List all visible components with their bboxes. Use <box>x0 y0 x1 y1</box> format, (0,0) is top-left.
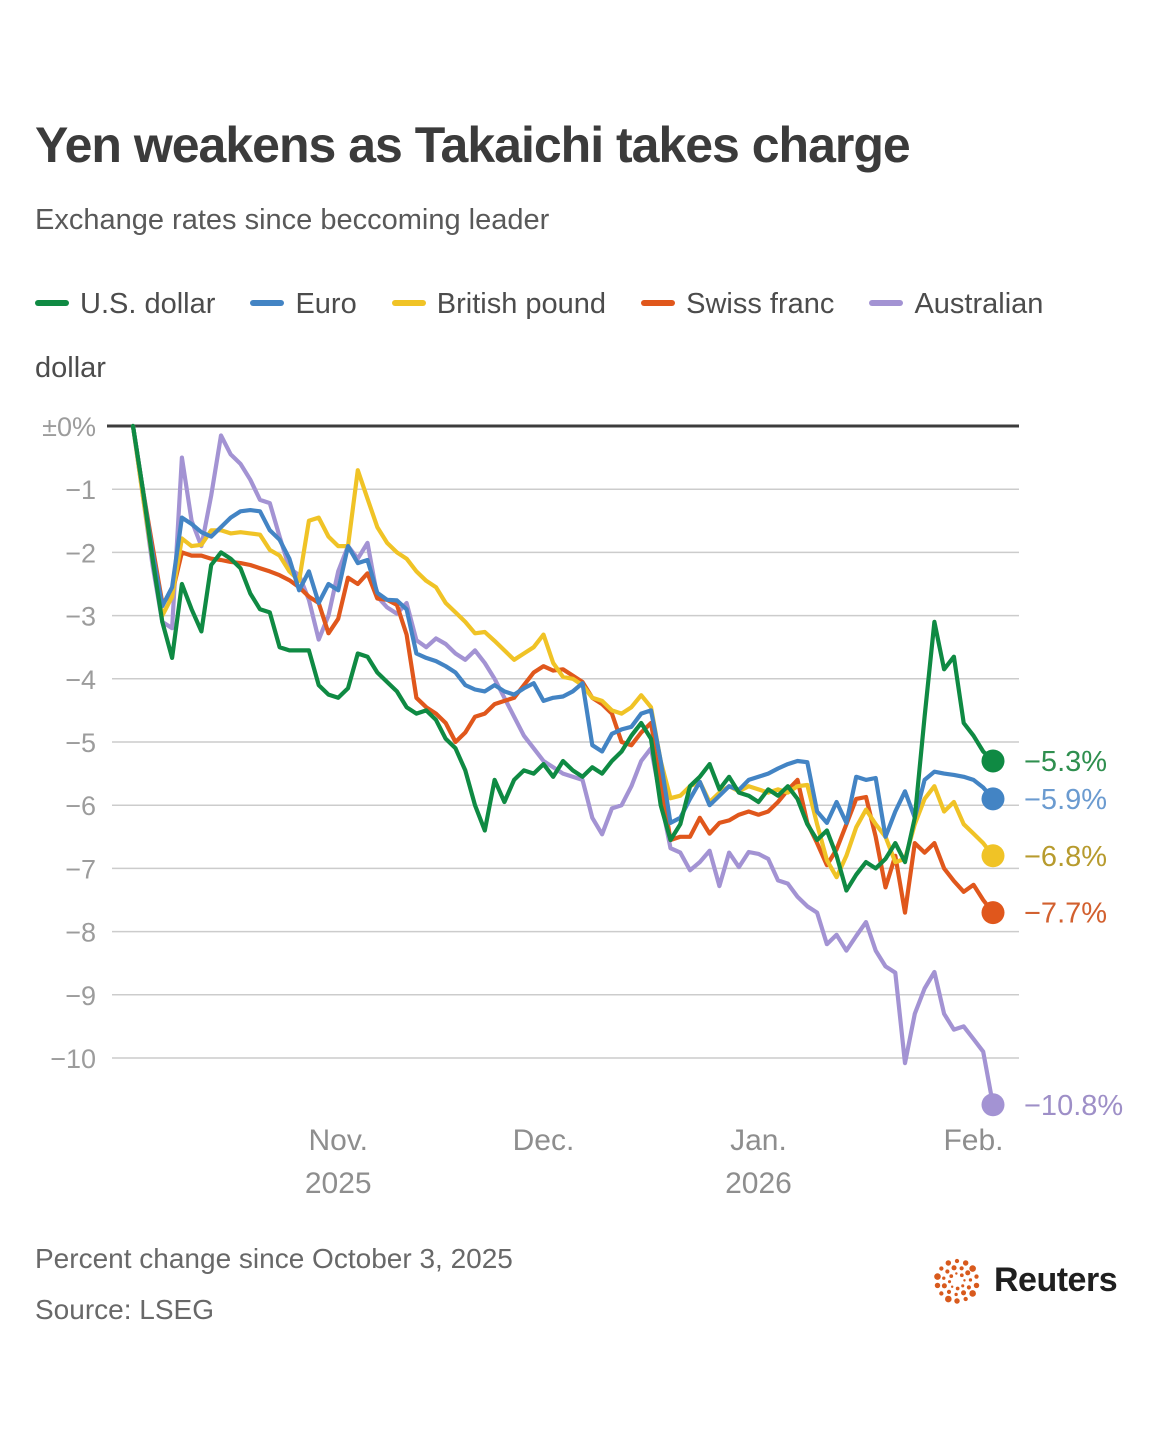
reuters-logo-icon <box>934 1258 980 1304</box>
y-axis-tick-label: −3 <box>65 602 96 632</box>
logo-dot <box>959 1266 964 1271</box>
logo-dot <box>961 1290 967 1296</box>
y-axis-tick-label: −4 <box>65 665 96 695</box>
series-endpoint-u-s-dollar <box>981 749 1005 773</box>
logo-dot <box>974 1274 979 1279</box>
logo-dot <box>959 1273 964 1278</box>
series-end-label-u-s-dollar: −5.3% <box>1024 746 1107 778</box>
logo-dot <box>963 1296 968 1302</box>
logo-dot <box>945 1260 952 1266</box>
y-axis-tick-label: −10 <box>50 1044 96 1074</box>
logo-dot <box>962 1260 969 1266</box>
legend-swatch-icon <box>869 300 904 307</box>
chart-legend: U.S. dollar Euro British pound Swiss fra… <box>35 272 1127 400</box>
series-end-label-euro: −5.9% <box>1024 784 1107 816</box>
logo-dot <box>945 1269 950 1274</box>
logo-dot <box>965 1270 971 1276</box>
y-axis-tick-label: −5 <box>65 728 96 758</box>
x-axis-tick-label: Dec. <box>513 1124 575 1157</box>
logo-dot <box>950 1285 954 1288</box>
logo-dot <box>955 1272 958 1275</box>
logo-dot <box>947 1280 952 1284</box>
reuters-brand: Reuters <box>928 1252 1138 1314</box>
chart-note: Percent change since October 3, 2025 <box>35 1243 513 1274</box>
legend-swatch-icon <box>35 300 69 307</box>
logo-dot <box>955 1286 960 1291</box>
logo-dot <box>968 1278 973 1282</box>
legend-swatch-icon <box>391 300 426 307</box>
x-axis-year-label: 2025 <box>305 1167 372 1200</box>
logo-dot <box>961 1284 965 1288</box>
logo-dot <box>934 1273 941 1280</box>
y-axis-tick-label: −7 <box>65 854 96 884</box>
chart-title: Yen weakens as Takaichi takes charge <box>35 117 911 173</box>
y-axis-tick-label: −9 <box>65 981 96 1011</box>
series-endpoint-swiss-franc <box>981 901 1005 925</box>
logo-dot <box>934 1282 941 1289</box>
logo-dot <box>951 1265 957 1271</box>
series-endpoint-british-pound <box>981 844 1005 868</box>
series-line-euro <box>130 423 996 839</box>
y-axis-tick-label: −6 <box>65 791 96 821</box>
logo-dot <box>963 1279 966 1282</box>
series-endpoint-australian-dollar <box>981 1093 1005 1117</box>
chart-source: Source: LSEG <box>35 1294 214 1325</box>
logo-dot <box>969 1290 976 1297</box>
legend-swatch-icon <box>641 300 676 307</box>
logo-dot <box>945 1295 952 1303</box>
series-line-british-pound <box>130 423 996 880</box>
logo-dot <box>939 1291 944 1296</box>
legend-item-british-pound: British pound <box>391 288 606 320</box>
series-end-label-british-pound: −6.8% <box>1024 841 1107 873</box>
legend-item-euro: Euro <box>250 288 357 320</box>
y-axis-tick-label: −8 <box>65 918 96 948</box>
chart-subtitle: Exchange rates since beccoming leader <box>35 204 550 236</box>
series-endpoint-euro <box>981 787 1005 811</box>
logo-dot <box>954 1298 960 1304</box>
reuters-wordmark: Reuters <box>994 1261 1118 1299</box>
y-axis-tick-label: ±0% <box>42 412 96 442</box>
x-axis-tick-label: Jan. <box>730 1124 787 1157</box>
logo-dot <box>946 1289 952 1294</box>
logo-dot <box>941 1283 947 1289</box>
logo-dot <box>973 1282 980 1289</box>
series-end-label-swiss-franc: −7.7% <box>1024 898 1107 930</box>
logo-dot <box>954 1292 958 1297</box>
x-axis-tick-label: Nov. <box>308 1124 367 1157</box>
y-axis-tick-label: −1 <box>65 475 96 505</box>
legend-item-u-s-dollar: U.S. dollar <box>35 288 215 320</box>
x-axis-year-label: 2026 <box>725 1167 792 1200</box>
legend-item-australian-dollar: Australian dollar <box>35 288 1044 384</box>
logo-dot <box>942 1276 946 1280</box>
x-axis-tick-label: Feb. <box>943 1124 1003 1157</box>
logo-dot <box>966 1285 971 1290</box>
legend-item-swiss-franc: Swiss franc <box>641 288 834 320</box>
logo-dot <box>954 1258 960 1264</box>
logo-dot <box>969 1265 976 1272</box>
legend-swatch-icon <box>250 300 285 307</box>
series-line-u-s-dollar <box>130 423 996 893</box>
logo-dot <box>949 1274 954 1279</box>
y-axis-tick-label: −2 <box>65 538 96 568</box>
series-end-label-australian-dollar: −10.8% <box>1024 1090 1123 1122</box>
logo-dot <box>939 1266 944 1271</box>
series-line-australian-dollar <box>130 423 996 1107</box>
